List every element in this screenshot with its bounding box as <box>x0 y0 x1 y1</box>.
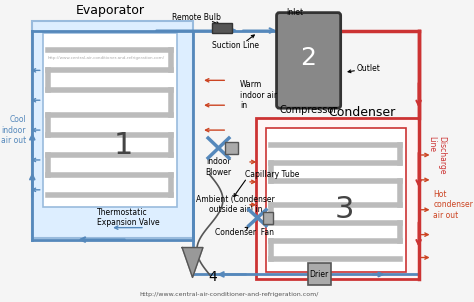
Polygon shape <box>182 248 203 278</box>
Text: 2: 2 <box>301 47 317 70</box>
FancyBboxPatch shape <box>256 118 419 279</box>
FancyBboxPatch shape <box>212 23 231 33</box>
Text: Suction Line: Suction Line <box>212 40 259 50</box>
Text: Inlet: Inlet <box>286 8 303 17</box>
Text: Hot
condenser
air out: Hot condenser air out <box>433 190 473 220</box>
Text: http://www.central-air-conditioner-and-refrigeration.com/: http://www.central-air-conditioner-and-r… <box>139 292 319 297</box>
Text: Discharge
Line: Discharge Line <box>427 136 447 174</box>
Text: Capillary Tube: Capillary Tube <box>245 170 299 179</box>
Text: Indoor
Blower: Indoor Blower <box>205 157 232 177</box>
Text: Remote Bulb: Remote Bulb <box>173 13 221 22</box>
FancyBboxPatch shape <box>266 128 407 272</box>
FancyBboxPatch shape <box>276 13 341 108</box>
Text: Evaporator: Evaporator <box>76 4 145 17</box>
Text: Outlet: Outlet <box>357 64 381 73</box>
FancyBboxPatch shape <box>263 212 273 224</box>
Text: 1: 1 <box>114 130 133 159</box>
FancyBboxPatch shape <box>32 21 192 238</box>
Text: 4: 4 <box>208 270 217 284</box>
Text: 3: 3 <box>334 195 354 224</box>
Text: Thermostatic
Expansion Valve: Thermostatic Expansion Valve <box>97 208 160 227</box>
Text: Drier: Drier <box>310 270 328 279</box>
Text: Warm
indoor air
in: Warm indoor air in <box>240 80 277 110</box>
Text: Compressor: Compressor <box>280 105 338 115</box>
Text: Condenser  Fan: Condenser Fan <box>215 228 274 237</box>
FancyBboxPatch shape <box>226 142 237 154</box>
Text: Condenser: Condenser <box>328 106 395 119</box>
Text: Ambient (Condenser
outside air) in: Ambient (Condenser outside air) in <box>196 195 275 214</box>
FancyBboxPatch shape <box>308 263 331 285</box>
Text: http://www.central-air-conditioner-and-refrigeration.com/: http://www.central-air-conditioner-and-r… <box>47 56 164 60</box>
FancyBboxPatch shape <box>43 33 177 207</box>
Text: Cool
indoor
air out: Cool indoor air out <box>1 115 26 145</box>
